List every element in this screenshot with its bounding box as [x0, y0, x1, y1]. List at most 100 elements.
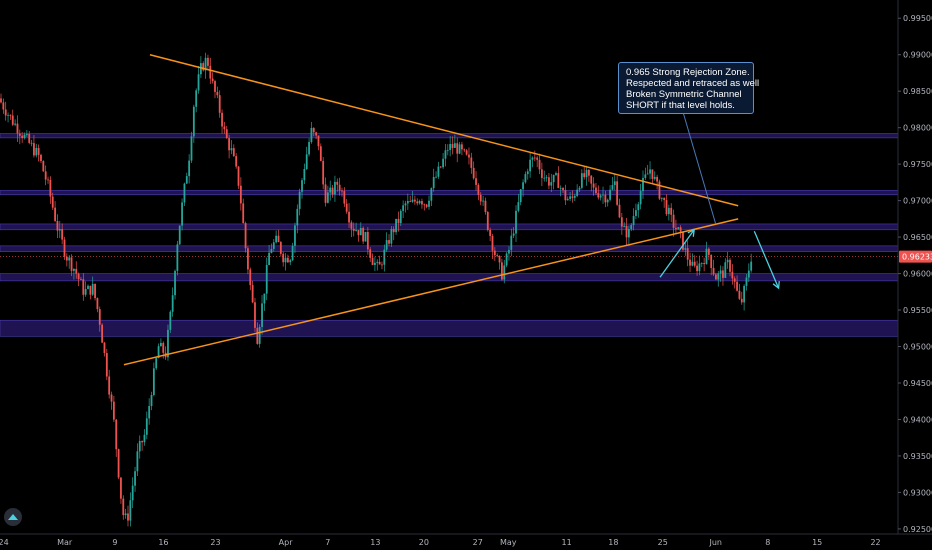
candle-body	[21, 135, 24, 139]
candle-body	[675, 227, 677, 230]
candle-body	[312, 128, 315, 133]
time-tick-label: Jun	[708, 538, 722, 547]
candle-body	[89, 285, 92, 295]
candle-body	[329, 187, 332, 193]
time-tick-label: 9	[112, 538, 117, 547]
candle-body	[602, 194, 604, 196]
tradingview-logo-icon[interactable]	[4, 508, 22, 526]
candle-body	[141, 441, 143, 443]
candle-body	[204, 57, 207, 71]
time-tick-label: Apr	[279, 538, 294, 547]
candle-body	[562, 187, 564, 191]
candle-body	[428, 200, 430, 207]
candle-body	[606, 199, 609, 203]
candle-body	[14, 123, 17, 125]
candle-body	[352, 228, 355, 231]
candle-body	[239, 185, 242, 204]
candle-body	[409, 200, 412, 202]
candle-body	[682, 231, 684, 250]
candle-body	[538, 159, 541, 170]
candle-body	[700, 263, 703, 264]
candle-body	[16, 123, 19, 134]
candle-body	[223, 126, 226, 130]
candle-body	[618, 204, 621, 218]
candle-body	[482, 200, 484, 202]
candle-body	[235, 156, 238, 167]
triangle-trendline	[123, 218, 739, 366]
candle-body	[35, 148, 38, 156]
candle-body	[171, 295, 174, 312]
candle-body	[479, 194, 482, 202]
candle-body	[284, 257, 287, 263]
candle-body	[512, 233, 515, 236]
candle-body	[449, 144, 452, 150]
annotation-line-4: SHORT if that level holds.	[626, 100, 735, 111]
candle-body	[557, 173, 560, 188]
candle-body	[580, 173, 583, 188]
candle-body	[644, 174, 647, 178]
candle-body	[105, 353, 108, 377]
candle-body	[550, 182, 553, 186]
candle-body	[275, 235, 278, 243]
candle-body	[96, 298, 99, 310]
candle-body	[265, 264, 268, 294]
candle-body	[670, 207, 673, 215]
candle-body	[620, 217, 623, 227]
candle-body	[649, 169, 651, 174]
candle-body	[183, 183, 186, 203]
current-price-tag: 0.96233	[0, 250, 932, 263]
candle-body	[44, 171, 47, 180]
candle-body	[124, 513, 127, 516]
candle-body	[270, 248, 273, 253]
candle-body	[477, 184, 480, 195]
candle-body	[475, 178, 477, 185]
candle-body	[529, 159, 532, 172]
candle-body	[103, 342, 106, 354]
candle-body	[733, 278, 736, 282]
candle-body	[677, 227, 680, 230]
annotation-callout[interactable]: 0.965 Strong Rejection Zone. Respected a…	[618, 62, 759, 114]
candle-body	[390, 229, 393, 244]
candle-body	[453, 143, 456, 148]
candle-body	[30, 142, 33, 144]
candle-body	[651, 169, 654, 179]
candle-body	[684, 248, 687, 250]
candle-body	[388, 240, 390, 244]
candle-body	[526, 171, 529, 175]
candle-body	[646, 173, 649, 175]
candle-body	[418, 201, 421, 204]
candle-body	[397, 218, 400, 224]
candle-body	[294, 225, 296, 246]
candle-body	[689, 259, 691, 266]
candle-body	[555, 173, 557, 175]
candle-body	[127, 513, 129, 521]
candle-body	[698, 263, 701, 272]
candle-body	[131, 485, 134, 501]
candle-body	[197, 74, 200, 91]
candle-body	[244, 223, 247, 249]
candle-body	[251, 285, 254, 303]
candle-body	[289, 260, 292, 263]
candle-body	[122, 498, 125, 516]
candle-body	[301, 180, 303, 192]
candle-body	[719, 270, 722, 274]
candle-body	[745, 277, 748, 286]
price-tick-label: 0.92500	[903, 525, 932, 534]
candle-body	[540, 169, 543, 178]
candle-body	[268, 252, 270, 265]
candle-body	[750, 261, 753, 271]
candle-body	[430, 188, 433, 201]
candle-body	[37, 148, 40, 155]
candle-body	[338, 184, 341, 191]
arrow-head	[772, 281, 780, 290]
time-axis[interactable]: 24 Mar 9 16 23 Apr 7 13 20 27 May 11 18 25 Jun 8 15 22	[0, 533, 932, 547]
candle-body	[505, 253, 508, 266]
candle-body	[503, 265, 506, 280]
zone-band	[0, 190, 899, 196]
